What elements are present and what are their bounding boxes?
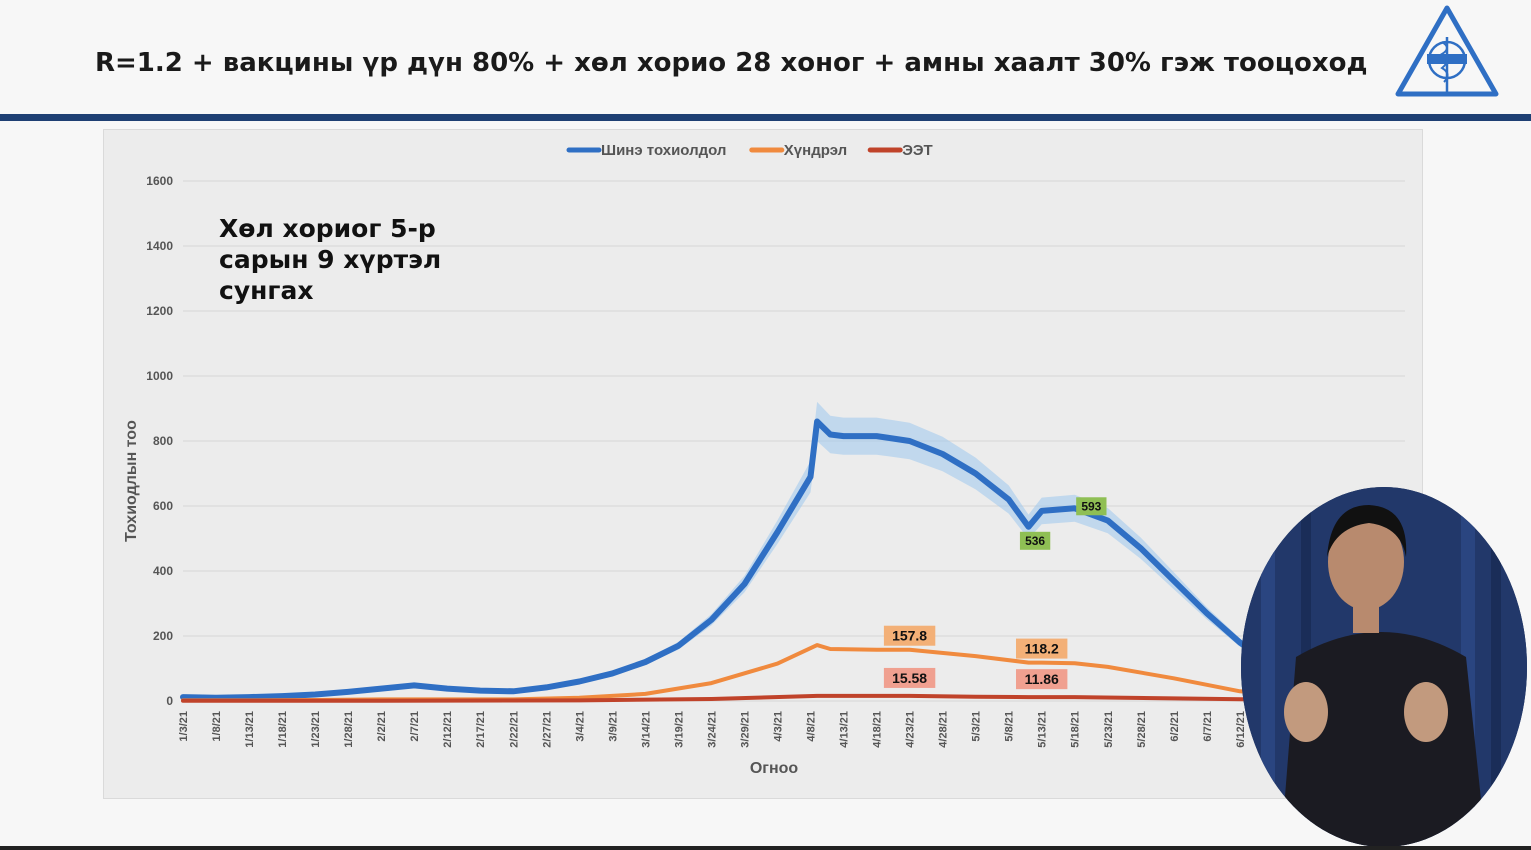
x-tick-label: 3/4/21	[574, 711, 586, 742]
x-tick-label: 3/29/21	[739, 711, 751, 748]
x-tick-label: 3/14/21	[640, 711, 652, 748]
x-tick-label: 2/17/21	[475, 711, 487, 748]
x-tick-label: 2/27/21	[541, 711, 553, 748]
y-tick-label: 400	[153, 564, 173, 578]
x-axis-title: Огноо	[750, 760, 799, 777]
x-tick-label: 5/28/21	[1136, 711, 1148, 748]
x-tick-label: 5/18/21	[1070, 711, 1082, 748]
legend-label: Шинэ тохиолдол	[601, 142, 726, 159]
annotation-line-1: Хөл хориог 5-р	[219, 214, 436, 243]
series-line-2	[181, 693, 1374, 703]
x-tick-label: 4/13/21	[839, 711, 851, 748]
x-tick-label: 1/18/21	[277, 711, 289, 748]
slide-header: R=1.2 + вакцины үр дүн 80% + хөл хорио 2…	[0, 0, 1531, 121]
bottom-bar	[0, 846, 1531, 850]
x-tick-label: 3/9/21	[607, 711, 619, 742]
data-label-box	[1016, 669, 1068, 690]
x-tick-label: 1/8/21	[211, 711, 223, 742]
y-tick-label: 800	[153, 434, 173, 448]
x-tick-label: 1/13/21	[244, 711, 256, 748]
x-tick-label: 5/3/21	[971, 711, 983, 742]
data-label-box	[883, 667, 936, 688]
x-tick-label: 4/28/21	[938, 711, 950, 748]
x-tick-label: 2/12/21	[442, 711, 454, 748]
data-label: 11.86	[1025, 671, 1059, 687]
data-label-box	[1019, 531, 1051, 550]
y-tick-label: 0	[166, 694, 173, 708]
confidence-band-new-cases	[183, 401, 1372, 700]
x-tick-label: 4/23/21	[905, 711, 917, 748]
x-tick-label: 2/2/21	[376, 711, 388, 742]
chart-annotation: Хөл хориог 5-р сарын 9 хүртэл сунгах	[219, 213, 441, 306]
header-divider	[0, 114, 1531, 121]
x-tick-label: 1/28/21	[343, 711, 355, 748]
x-tick-label: 3/19/21	[673, 711, 685, 748]
x-tick-label: 5/8/21	[1004, 711, 1016, 742]
series-line-0	[180, 418, 1375, 701]
annotation-line-2: сарын 9 хүртэл	[219, 245, 442, 274]
annotation-line-3: сунгах	[219, 276, 314, 305]
data-label-box	[883, 625, 936, 646]
data-label-box	[1076, 497, 1107, 516]
x-tick-label: 2/7/21	[409, 711, 421, 742]
x-tick-label: 4/3/21	[772, 711, 784, 742]
x-tick-label: 6/2/21	[1169, 711, 1181, 742]
y-tick-label: 1600	[146, 174, 173, 188]
slide-title: R=1.2 + вакцины үр дүн 80% + хөл хорио 2…	[95, 48, 1368, 78]
data-label: 118.2	[1025, 641, 1059, 657]
y-tick-label: 200	[153, 629, 173, 643]
x-tick-label: 5/23/21	[1103, 711, 1115, 748]
x-tick-label: 3/24/21	[706, 711, 718, 748]
y-axis-title: Тохиодлын тоо	[123, 420, 140, 542]
data-label: 15.58	[892, 670, 927, 686]
x-tick-label: 5/13/21	[1037, 711, 1049, 748]
data-label: 536	[1025, 534, 1045, 548]
legend-label: ЭЭТ	[902, 142, 933, 159]
x-tick-label: 2/22/21	[508, 711, 520, 748]
x-tick-label: 4/18/21	[872, 711, 884, 748]
data-label: 157.8	[892, 628, 927, 644]
x-tick-label: 6/12/21	[1235, 711, 1247, 748]
data-label: 593	[1081, 499, 1101, 513]
y-tick-label: 1400	[146, 239, 173, 253]
epidemic-forecast-chart: 0 200 400 600 800 1000 1200 1400 1600 1/3/21 1/8/2…	[123, 142, 1405, 777]
y-tick-label: 1200	[146, 304, 173, 318]
interpreter-figure	[1241, 487, 1527, 847]
data-label-box	[1016, 638, 1068, 659]
x-tick-label: 1/3/21	[178, 711, 190, 742]
chart-panel	[103, 129, 1423, 799]
sign-language-interpreter-video	[1241, 487, 1527, 847]
y-tick-label: 600	[153, 499, 173, 513]
y-tick-label: 1000	[146, 369, 173, 383]
x-tick-label: 1/23/21	[310, 711, 322, 748]
x-tick-label: 6/7/21	[1202, 711, 1214, 742]
x-tick-label: 4/8/21	[806, 711, 818, 742]
hospital-logo	[1395, 5, 1499, 97]
legend-label: Хүндрэл	[784, 142, 847, 159]
